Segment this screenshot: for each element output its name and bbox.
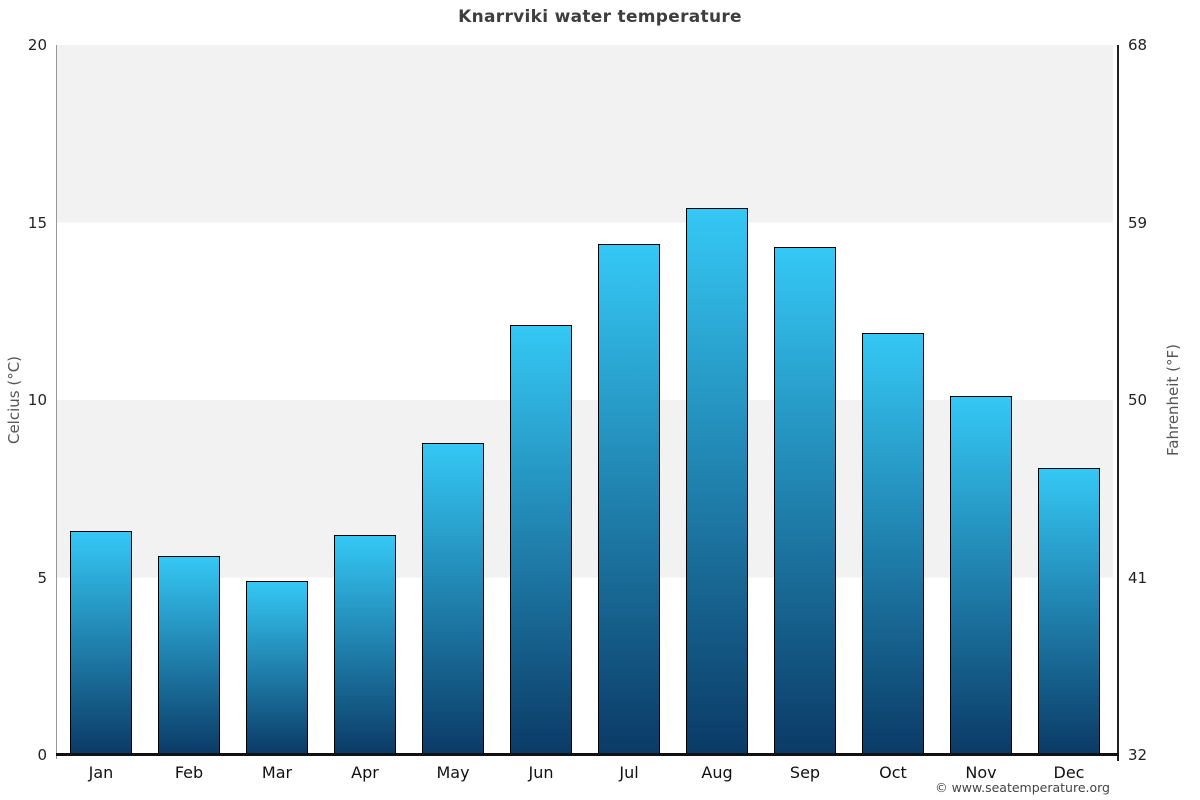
x-tick-jan: Jan [88, 763, 114, 782]
bar-apr[interactable] [334, 534, 396, 755]
bar-aug[interactable] [686, 208, 748, 755]
copyright-text: © www.seatemperature.org [935, 780, 1110, 795]
y-tick-celsius-20: 20 [27, 36, 47, 54]
x-tick-feb: Feb [174, 763, 204, 782]
x-tick-may: May [436, 763, 470, 782]
x-tick-mar: Mar [261, 763, 293, 782]
bar-mar[interactable] [246, 581, 308, 755]
bar-feb[interactable] [158, 556, 220, 755]
x-tick-sep: Sep [789, 763, 821, 782]
x-tick-oct: Oct [879, 763, 907, 782]
x-tick-dec: Dec [1053, 763, 1085, 782]
y-axis-line-right [1117, 45, 1119, 761]
y-tick-fahrenheit-50: 50 [1128, 391, 1148, 409]
y-tick-celsius-10: 10 [27, 391, 47, 409]
chart-title: Knarrviki water temperature [458, 7, 742, 27]
y-tick-celsius-0: 0 [37, 746, 47, 764]
y-tick-fahrenheit-41: 41 [1128, 568, 1148, 587]
bar-nov[interactable] [950, 396, 1012, 755]
y-tick-fahrenheit-59: 59 [1128, 213, 1148, 232]
x-tick-jul: Jul [619, 763, 639, 782]
x-tick-aug: Aug [701, 763, 733, 782]
y-tick-fahrenheit-68: 68 [1128, 36, 1148, 54]
bar-jun[interactable] [510, 325, 572, 755]
bar-sep[interactable] [774, 247, 836, 755]
bars-layer [57, 45, 1113, 755]
bar-may[interactable] [422, 442, 484, 755]
x-tick-nov: Nov [965, 763, 997, 782]
y-tick-celsius-15: 15 [27, 213, 47, 232]
bar-oct[interactable] [862, 332, 924, 755]
x-axis-line [56, 753, 1119, 756]
bar-jul[interactable] [598, 243, 660, 755]
x-tick-jun: Jun [528, 763, 554, 782]
x-tick-apr: Apr [351, 763, 379, 782]
y-tick-fahrenheit-32: 32 [1128, 746, 1148, 764]
bar-dec[interactable] [1038, 467, 1100, 755]
plot-area [57, 45, 1113, 755]
bar-jan[interactable] [70, 531, 132, 755]
x-axis-labels: Jan Feb Mar Apr May Jun Jul Aug Sep Oct Nov Dec [57, 763, 1113, 787]
y-tick-celsius-5: 5 [37, 568, 47, 587]
y-axis-line-left [56, 45, 57, 759]
